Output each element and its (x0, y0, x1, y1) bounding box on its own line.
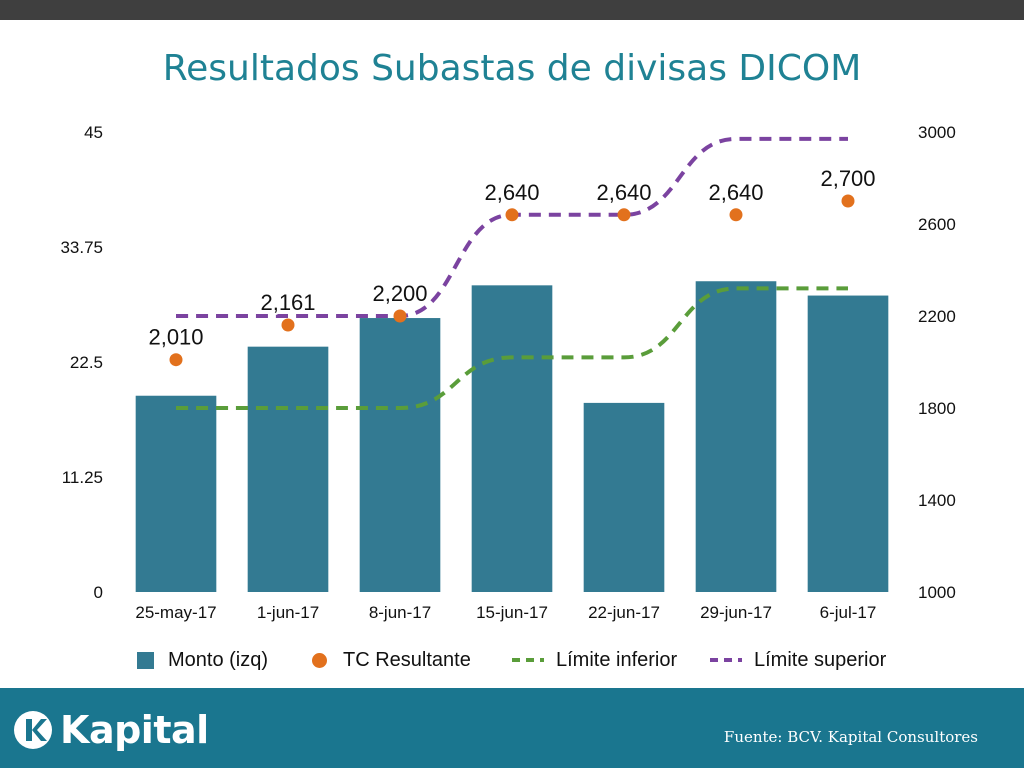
data-label-tc: 2,200 (372, 281, 427, 306)
data-label-tc: 2,640 (484, 180, 539, 205)
bar-monto (583, 402, 665, 592)
legend-item-superior: Límite superior (710, 646, 886, 674)
bar-monto (247, 346, 329, 592)
y-right-tick-label: 3000 (918, 123, 956, 142)
y-right-tick-label: 2200 (918, 307, 956, 326)
x-tick-label: 22-jun-17 (588, 603, 660, 622)
point-tc-resultante (281, 318, 295, 332)
y-left-tick-label: 11.25 (62, 468, 103, 487)
legend-label-monto: Monto (izq) (168, 648, 269, 671)
point-tc-resultante (169, 353, 183, 367)
legend-item-tc: TC Resultante (312, 646, 471, 674)
y-left-tick-label: 22.5 (70, 353, 103, 372)
y-left-tick-label: 33.75 (60, 238, 103, 257)
point-tc-resultante (505, 208, 519, 222)
kapital-logo: Kapital (14, 708, 209, 752)
legend-item-inferior: Límite inferior (512, 646, 677, 674)
y-right-tick-label: 1400 (918, 491, 956, 510)
x-tick-label: 15-jun-17 (476, 603, 548, 622)
data-label-tc: 2,640 (596, 180, 651, 205)
x-tick-label: 8-jun-17 (369, 603, 431, 622)
x-tick-label: 25-may-17 (135, 603, 216, 622)
bar-monto (135, 395, 217, 592)
legend-swatch-purple-dash (710, 658, 742, 662)
source-note: Fuente: BCV. Kapital Consultores (723, 728, 978, 746)
top-bar (0, 0, 1024, 20)
y-left-tick-label: 0 (94, 583, 103, 602)
legend-swatch-green-dash (512, 658, 544, 662)
data-label-tc: 2,700 (820, 166, 875, 191)
bar-monto (359, 318, 441, 592)
legend-label-superior: Límite superior (754, 648, 887, 671)
data-label-tc: 2,640 (708, 180, 763, 205)
chart-legend: Monto (izq) TC Resultante Límite inferio… (0, 646, 1024, 674)
point-tc-resultante (729, 208, 743, 222)
bar-monto (807, 295, 889, 592)
y-right-tick-label: 2600 (918, 215, 956, 234)
x-tick-label: 6-jul-17 (820, 603, 877, 622)
line-limite-inferior (176, 286, 848, 410)
point-tc-resultante (617, 208, 631, 222)
y-right-tick-label: 1800 (918, 399, 956, 418)
point-tc-resultante (393, 309, 407, 323)
x-tick-label: 29-jun-17 (700, 603, 772, 622)
kapital-logo-text: Kapital (60, 708, 209, 752)
legend-swatch-bar (137, 651, 154, 669)
chart-title: Resultados Subastas de divisas DICOM (162, 48, 862, 89)
y-right-tick-label: 1000 (918, 583, 956, 602)
chart-svg: 45 33.75 22.5 11.25 0 3000 2600 2200 1800 1400 100… (60, 123, 956, 622)
legend-label-inferior: Límite inferior (556, 648, 678, 671)
data-label-tc: 2,010 (148, 325, 203, 350)
legend-label-tc: TC Resultante (343, 648, 471, 671)
x-tick-label: 1-jun-17 (257, 603, 319, 622)
bar-monto (471, 285, 553, 592)
kapital-logo-icon (14, 711, 52, 749)
legend-swatch-dot (312, 652, 327, 668)
legend-item-monto: Monto (izq) (137, 646, 268, 674)
bar-monto (695, 281, 777, 592)
y-left-tick-label: 45 (84, 123, 103, 142)
footer-band: Kapital Fuente: BCV. Kapital Consultores (0, 688, 1024, 768)
point-tc-resultante (841, 194, 855, 208)
data-label-tc: 2,161 (260, 290, 315, 315)
